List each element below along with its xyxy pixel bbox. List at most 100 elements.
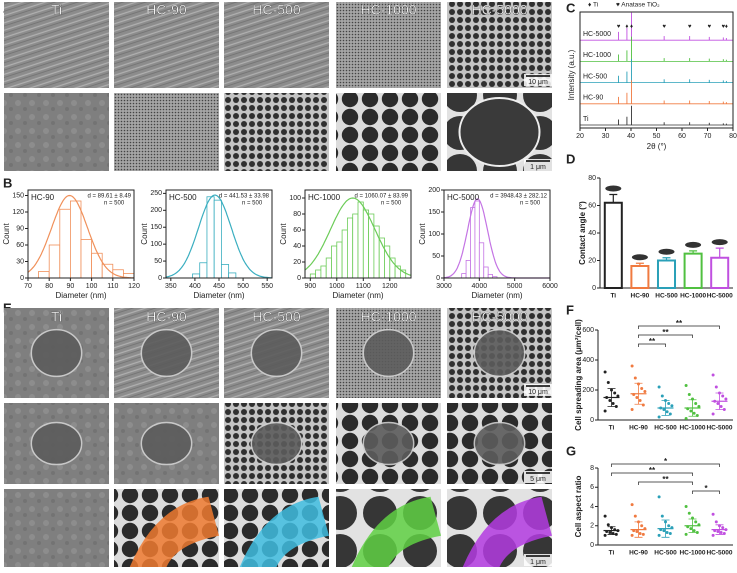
- y-tick-label: 8: [590, 465, 594, 472]
- x-tick-label: 6000: [542, 283, 558, 290]
- data-point: [603, 370, 607, 374]
- x-axis-label: Diameter (nm): [471, 291, 522, 300]
- x-axis-label: Diameter (nm): [55, 291, 106, 300]
- column-label: HC-1000: [360, 309, 416, 325]
- x-tick-label: 4000: [472, 283, 488, 290]
- y-tick-label: 200: [582, 387, 594, 394]
- droplet-icon: [631, 254, 648, 261]
- data-point: [660, 514, 664, 518]
- column-label: Ti: [51, 2, 62, 18]
- significance-bracket: [611, 463, 720, 467]
- data-point: [630, 503, 634, 507]
- data-point: [716, 402, 720, 405]
- sd-bar: [634, 521, 643, 538]
- data-point: [689, 527, 693, 531]
- legend-entry: ♦ Ti: [588, 2, 598, 9]
- x-tick-label: HC-90: [629, 550, 648, 557]
- y-axis-label: Intensity (a.u.): [567, 49, 576, 100]
- micrograph: [4, 2, 109, 88]
- series-label: HC-1000: [583, 52, 611, 59]
- significance-bracket: [638, 481, 693, 485]
- data-point: [630, 533, 634, 537]
- data-point: [657, 385, 661, 389]
- hist-bar: [206, 196, 215, 279]
- significance-label: *: [704, 484, 708, 493]
- scale-bar-bg: [524, 159, 552, 171]
- y-axis-label: Count: [279, 223, 288, 245]
- y-tick-label: 40: [588, 230, 596, 237]
- hist-n: n = 500: [520, 201, 541, 207]
- data-point: [606, 381, 610, 384]
- y-tick-label: 60: [588, 202, 596, 209]
- y-tick-label: 80: [588, 175, 596, 182]
- y-tick-label: 100: [150, 241, 162, 248]
- data-point: [638, 399, 642, 402]
- hist-bar: [59, 208, 71, 279]
- significance-label: **: [649, 337, 656, 346]
- x-tick-label: HC-500: [654, 425, 677, 432]
- panel-label: D: [566, 151, 575, 166]
- data-point: [662, 408, 666, 411]
- peak-marker: ♦: [630, 24, 633, 30]
- peak-marker: ♥: [708, 24, 712, 30]
- data-point: [614, 532, 618, 536]
- data-point: [697, 405, 701, 408]
- hist-title: HC-90: [31, 193, 55, 202]
- data-point: [684, 505, 688, 508]
- data-point: [638, 531, 642, 535]
- data-point: [657, 415, 661, 419]
- x-tick-label: HC-500: [655, 293, 678, 300]
- scale-label: 10 μm: [528, 79, 548, 86]
- data-point: [608, 399, 612, 402]
- micrograph: [114, 2, 219, 88]
- data-point: [695, 414, 699, 417]
- hist-bar: [341, 229, 348, 279]
- y-tick-label: 200: [150, 207, 162, 214]
- sd-bar: [688, 518, 697, 533]
- scale-label: 1 μm: [530, 164, 546, 171]
- data-point: [684, 417, 688, 420]
- peak-marker: ♥: [688, 24, 692, 30]
- droplet-icon: [658, 248, 675, 255]
- data-point: [662, 529, 666, 533]
- data-point: [640, 524, 644, 528]
- column-label: HC-500: [252, 2, 300, 18]
- data-point: [719, 405, 723, 408]
- y-tick-label: 0: [297, 275, 301, 282]
- series-label: HC-500: [583, 73, 607, 80]
- significance-bracket: [611, 472, 693, 476]
- y-tick-label: 0: [436, 275, 440, 282]
- data-point: [657, 533, 661, 537]
- y-tick-label: 120: [12, 209, 24, 216]
- data-point: [719, 530, 723, 534]
- data-point: [665, 530, 669, 534]
- significance-label: *: [664, 457, 668, 466]
- x-tick-label: 5000: [507, 283, 523, 290]
- y-tick-label: 0: [592, 285, 596, 292]
- bar: [683, 252, 703, 289]
- x-tick-label: HC-90: [631, 293, 650, 300]
- y-tick-label: 100: [428, 231, 440, 238]
- data-point: [711, 412, 715, 416]
- legend-entry: ♥ Anatase TiO₂: [616, 2, 660, 9]
- x-tick-label: 50: [653, 133, 661, 140]
- hist-bar: [483, 266, 489, 279]
- x-tick-label: HC-5000: [706, 425, 732, 432]
- column-label: HC-90: [146, 2, 187, 18]
- micrograph: [224, 2, 329, 88]
- column-label: HC-1000: [360, 2, 416, 18]
- y-tick-label: 50: [432, 253, 440, 260]
- bar: [603, 201, 623, 289]
- data-point: [711, 533, 715, 537]
- x-tick-label: HC-5000: [707, 293, 733, 300]
- peak-marker: ♦: [625, 24, 628, 30]
- data-point: [722, 531, 726, 535]
- cell: [30, 421, 83, 466]
- y-tick-label: 40: [293, 243, 301, 250]
- x-tick-label: HC-1000: [679, 425, 705, 432]
- cell-overlay: [351, 496, 441, 567]
- x-axis-label: Diameter (nm): [193, 291, 244, 300]
- x-axis-label: 2θ (°): [647, 142, 667, 151]
- y-axis-label: Contact angle (°): [578, 201, 587, 265]
- cell: [362, 328, 415, 378]
